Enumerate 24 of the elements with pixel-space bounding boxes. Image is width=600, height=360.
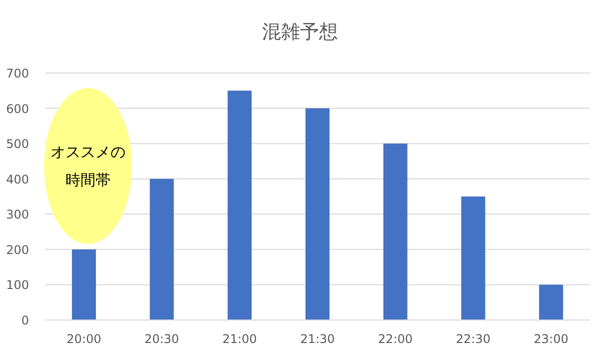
x-tick-label: 23:00 xyxy=(534,332,568,346)
annotation: オススメの時間帯 xyxy=(50,143,126,189)
bar xyxy=(72,249,96,320)
bar xyxy=(306,108,330,320)
bar xyxy=(461,196,486,320)
y-tick-label: 600 xyxy=(6,102,29,116)
y-tick-label: 500 xyxy=(6,137,29,152)
y-tick-label: 100 xyxy=(6,278,29,292)
x-tick-label: 22:30 xyxy=(456,332,491,346)
bar xyxy=(150,178,174,320)
y-tick-label: 200 xyxy=(6,242,29,257)
chart-title: 混雑予想 xyxy=(262,21,338,43)
y-tick-label: 400 xyxy=(6,172,29,186)
y-tick-label: 300 xyxy=(6,208,29,222)
y-tick-label: 700 xyxy=(6,66,29,80)
x-tick-label: 22:00 xyxy=(378,332,413,346)
x-tick-label: 20:00 xyxy=(66,332,102,346)
bar xyxy=(383,144,408,320)
x-tick-label: 21:30 xyxy=(300,332,335,346)
bar xyxy=(228,90,252,320)
y-tick-label: 0 xyxy=(21,314,29,328)
x-tick-label: 21:00 xyxy=(222,332,257,346)
x-tick-label: 20:30 xyxy=(144,332,180,346)
bar xyxy=(539,284,564,320)
